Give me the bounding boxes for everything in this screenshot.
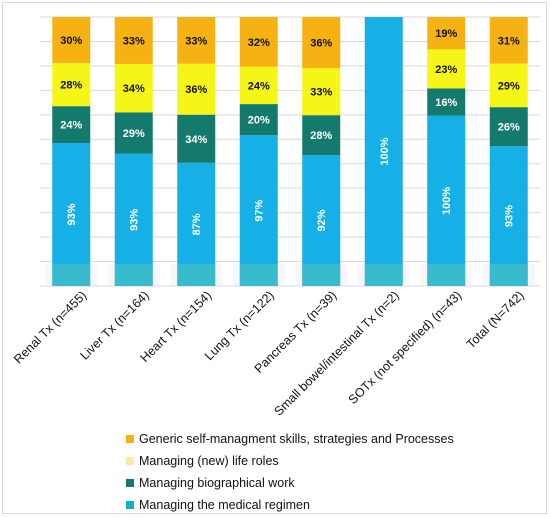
data-label: 36%	[185, 84, 207, 96]
bar-segment	[427, 49, 466, 89]
category-label: Total (N=742)	[464, 288, 527, 351]
bar-base-segment	[489, 264, 528, 286]
legend-label-biographical-work: Managing biographical work	[139, 476, 295, 490]
data-label: 29%	[123, 128, 145, 140]
bar-segment	[427, 115, 466, 287]
bar-segment	[177, 63, 216, 115]
bar-base-segment	[302, 264, 341, 286]
bar-segment	[489, 63, 528, 108]
legend-swatch-generic-skills	[126, 435, 134, 443]
bar-segment	[239, 17, 278, 67]
data-label: 23%	[435, 64, 457, 76]
legend-item-life-roles: Managing (new) life roles	[126, 450, 454, 472]
data-label: 93%	[129, 209, 141, 231]
bar-segment	[489, 107, 528, 147]
bar-segment	[177, 114, 216, 163]
data-label: 36%	[310, 38, 332, 50]
data-label: 93%	[504, 205, 516, 227]
legend-swatch-biographical-work	[126, 479, 134, 487]
legend-label-life-roles: Managing (new) life roles	[139, 454, 279, 468]
bar-segment	[239, 135, 278, 286]
legend-item-generic-skills: Generic self-managment skills, strategie…	[126, 428, 454, 450]
bar-segment	[177, 17, 216, 64]
data-label: 33%	[123, 35, 145, 47]
data-label: 30%	[60, 35, 82, 47]
bar-base-segment	[177, 264, 216, 286]
bar-segment	[489, 146, 528, 286]
bar-segment	[114, 112, 153, 154]
data-label: 32%	[248, 37, 270, 49]
data-label: 31%	[498, 35, 520, 47]
bar-segment	[52, 17, 91, 64]
bar-segment	[239, 104, 278, 136]
data-label: 100%	[441, 187, 453, 215]
bar-segment	[114, 17, 153, 64]
legend-item-medical-regimen: Managing the medical regimen	[126, 494, 454, 516]
legend-swatch-life-roles	[126, 457, 134, 465]
bar-segment	[52, 143, 91, 286]
bar-segment	[427, 88, 466, 116]
data-label: 92%	[316, 209, 328, 231]
data-label: 97%	[254, 199, 266, 221]
bar-segment	[302, 17, 341, 69]
category-label: Renal Tx (n=455)	[11, 288, 89, 366]
bar-base-segment	[52, 264, 91, 286]
bar-segment	[52, 63, 91, 107]
data-label: 34%	[185, 134, 207, 146]
bar-segment	[114, 153, 153, 286]
data-label: 34%	[123, 83, 145, 95]
data-label: 87%	[191, 213, 203, 235]
legend-item-biographical-work: Managing biographical work	[126, 472, 454, 494]
bar-segment	[302, 115, 341, 156]
bar-segment	[302, 68, 341, 116]
legend-label-medical-regimen: Managing the medical regimen	[139, 498, 310, 512]
data-label: 24%	[60, 120, 82, 132]
category-label: Small bowel/intestinal Tx (n=2)	[272, 288, 402, 418]
data-label: 19%	[435, 28, 457, 40]
bar-segment	[239, 66, 278, 105]
bar-segment	[114, 63, 153, 113]
data-label: 26%	[498, 122, 520, 134]
data-label: 24%	[248, 80, 270, 92]
bar-segment	[364, 17, 403, 286]
data-label: 20%	[248, 115, 270, 127]
data-label: 33%	[310, 87, 332, 99]
chart-legend: Generic self-managment skills, strategie…	[126, 428, 454, 516]
data-label: 29%	[498, 80, 520, 92]
bar-base-segment	[364, 264, 403, 286]
bar-base-segment	[239, 264, 278, 286]
bar-segment	[427, 17, 466, 50]
bar-segment	[52, 106, 91, 144]
data-label: 16%	[435, 97, 457, 109]
category-label: SOTx (not specified) (n=43)	[346, 288, 465, 407]
data-label: 100%	[379, 137, 391, 165]
bar-segment	[489, 17, 528, 64]
data-label: 28%	[60, 80, 82, 92]
data-label: 93%	[66, 203, 78, 225]
bar-base-segment	[427, 264, 466, 286]
data-label: 33%	[185, 35, 207, 47]
data-label: 28%	[310, 130, 332, 142]
bar-base-segment	[114, 264, 153, 286]
legend-label-generic-skills: Generic self-managment skills, strategie…	[139, 432, 454, 446]
legend-swatch-medical-regimen	[126, 501, 134, 509]
